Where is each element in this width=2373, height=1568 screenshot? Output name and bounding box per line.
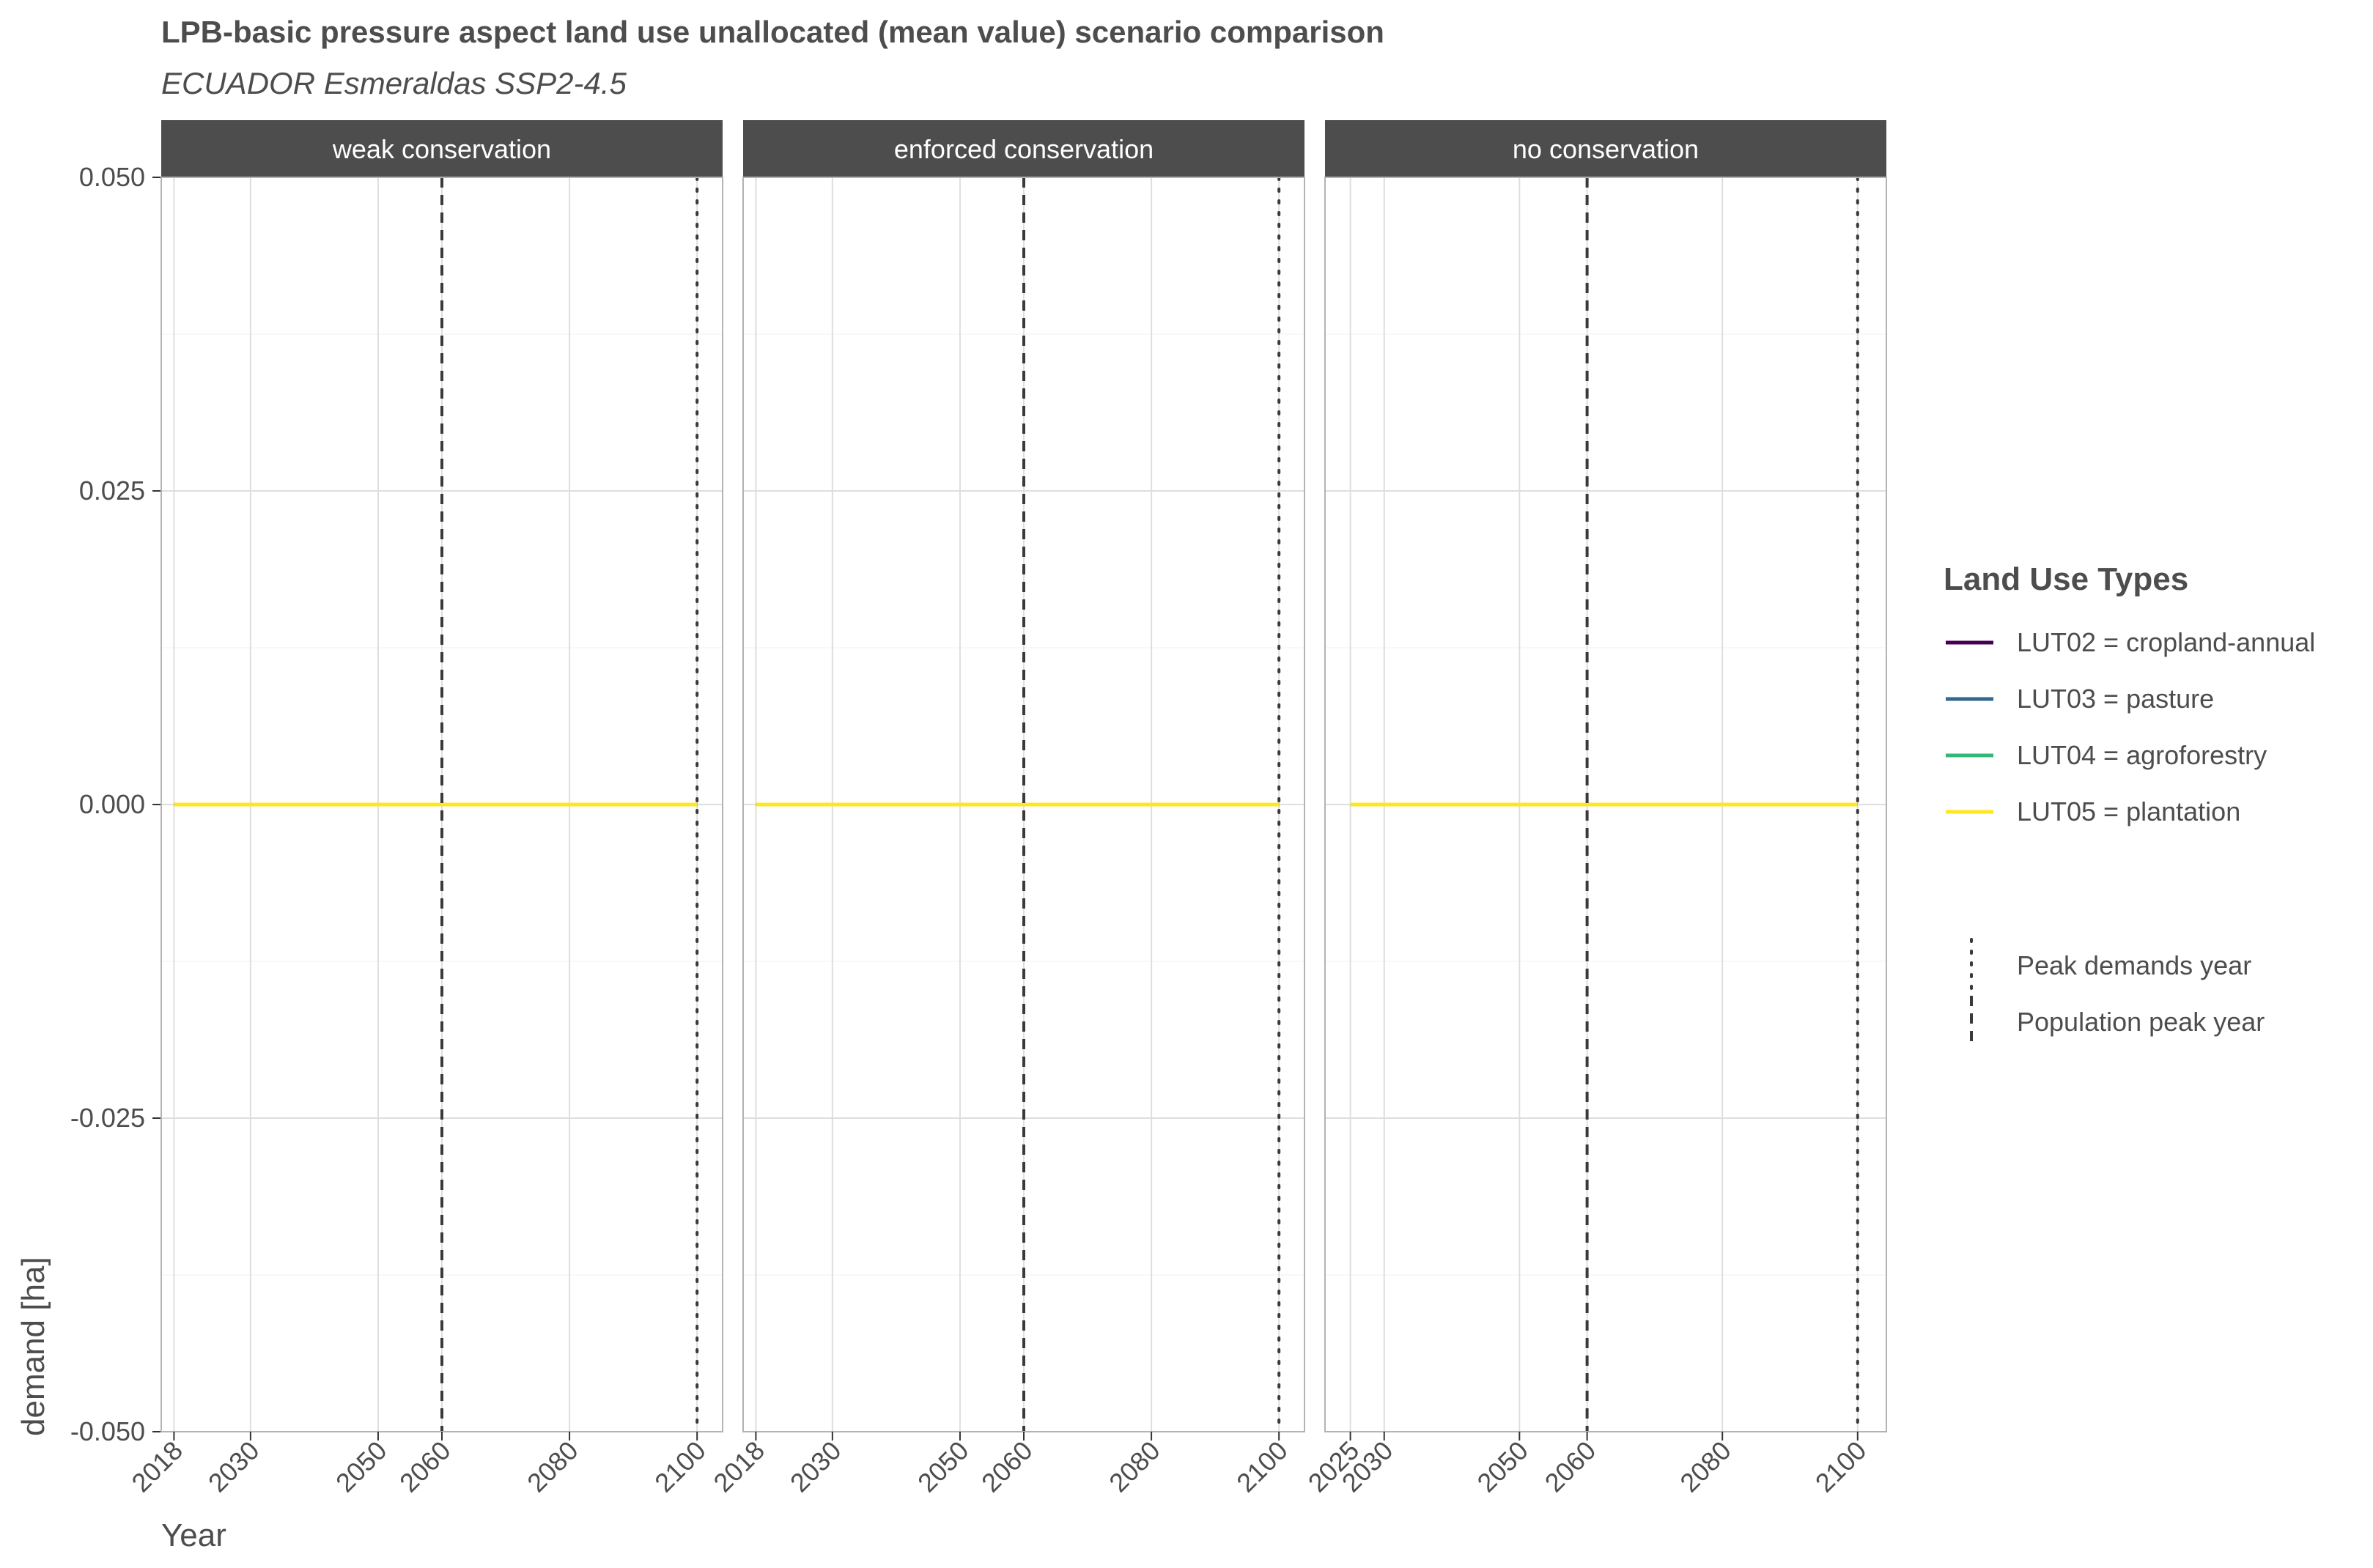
x-tick-label: 2018 (707, 1435, 770, 1498)
y-tick-label: -0.025 (70, 1103, 145, 1133)
legend: Land Use Types LUT02 = cropland-annualLU… (1944, 561, 2315, 1049)
facet-strip-label: weak conservation (332, 134, 551, 164)
facet-strip (161, 120, 723, 177)
chart-subtitle: ECUADOR Esmeraldas SSP2-4.5 (161, 66, 627, 100)
y-tick-label: -0.050 (70, 1416, 145, 1446)
legend-label: LUT05 = plantation (2017, 796, 2240, 826)
x-tick-label: 2080 (1103, 1435, 1166, 1498)
x-tick-label: 2080 (521, 1435, 584, 1498)
legend-reference-lines: Peak demands year Population peak year (1970, 938, 2265, 1049)
x-tick-label: 2060 (1539, 1435, 1602, 1498)
y-tick-label: 0.000 (79, 789, 145, 819)
legend-label: LUT02 = cropland-annual (2017, 627, 2315, 657)
y-tick-label: 0.025 (79, 476, 145, 506)
x-tick-label: 2100 (649, 1435, 712, 1498)
facet-strip-label: enforced conservation (894, 134, 1154, 164)
x-tick-label: 2100 (1230, 1435, 1293, 1498)
legend-series: LUT02 = cropland-annual LUT03 = pasture LU… (1946, 627, 2315, 826)
x-tick-label: 2030 (784, 1435, 847, 1498)
facet-strip-label: no conservation (1513, 134, 1699, 164)
chart-title: LPB-basic pressure aspect land use unall… (161, 15, 1384, 49)
y-axis-label: demand [ha] (15, 1257, 51, 1436)
y-axis: -0.050 -0.025 0.000 0.025 0.050 (70, 162, 161, 1446)
x-tick-label: 2080 (1674, 1435, 1737, 1498)
x-tick-label: 2060 (394, 1435, 457, 1498)
legend-label: Peak demands year (2017, 950, 2251, 980)
facet-strip (1325, 120, 1886, 177)
legend-label: Population peak year (2017, 1007, 2265, 1037)
legend-label: LUT03 = pasture (2017, 684, 2214, 714)
panel-enforced-conservation: enforced conservation 2018 2030 2050 2060 208… (707, 120, 1305, 1498)
x-tick-label: 2050 (1471, 1435, 1534, 1498)
x-tick-label: 2030 (202, 1435, 265, 1498)
facet-strip (743, 120, 1304, 177)
x-tick-label: 2050 (330, 1435, 393, 1498)
x-tick-label: 2050 (912, 1435, 975, 1498)
x-axis-label: Year (161, 1517, 226, 1553)
panel-border (1324, 177, 1887, 1432)
y-tick-label: 0.050 (79, 162, 145, 192)
x-tick-label: 2100 (1809, 1435, 1872, 1498)
legend-title: Land Use Types (1944, 561, 2188, 597)
x-tick-label: 2060 (975, 1435, 1038, 1498)
legend-label: LUT04 = agroforestry (2017, 740, 2267, 770)
